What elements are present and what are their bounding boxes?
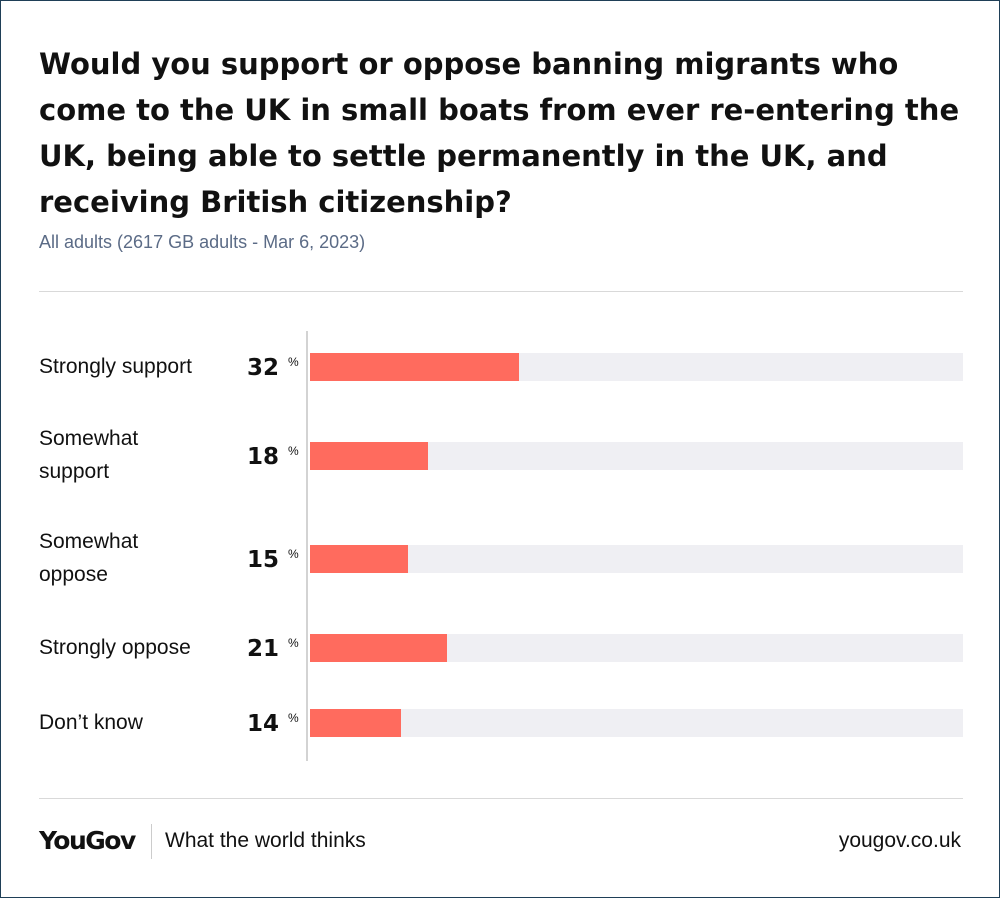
category-label-don-t-know: Don’t know (39, 711, 143, 734)
bar-somewhat-oppose (310, 545, 408, 573)
category-label-strongly-oppose: Strongly oppose (39, 636, 191, 659)
axis-line (306, 331, 308, 761)
bar-track (310, 545, 963, 573)
bottom-divider (39, 798, 963, 799)
brand-divider (151, 824, 152, 859)
bar-strongly-oppose (310, 634, 447, 662)
percent-sign: % (288, 636, 299, 650)
category-label-strongly-support: Strongly support (39, 355, 192, 378)
bar-track (310, 634, 963, 662)
category-label-somewhat-support: Somewhat support (39, 427, 139, 483)
tagline: What the world thinks (165, 829, 366, 852)
bar-track (310, 442, 963, 470)
percent-sign: % (288, 444, 299, 458)
bar-track (310, 709, 963, 737)
bar-somewhat-support (310, 442, 428, 470)
percent-sign: % (288, 547, 299, 561)
top-divider (39, 291, 963, 292)
value-label-somewhat-support: 18 (246, 444, 279, 470)
chart-subtitle: All adults (2617 GB adults - Mar 6, 2023… (39, 232, 366, 252)
value-label-strongly-support: 32 (246, 355, 279, 381)
site-url: yougov.co.uk (838, 829, 961, 852)
percent-sign: % (288, 355, 299, 369)
bar-track (310, 353, 963, 381)
yougov-logo: YouGov (39, 826, 136, 855)
value-label-somewhat-oppose: 15 (246, 547, 279, 573)
bar-don-t-know (310, 709, 401, 737)
bar-strongly-support (310, 353, 519, 381)
chart-title: Would you support or oppose banning migr… (39, 47, 960, 219)
percent-sign: % (288, 711, 299, 725)
value-label-don-t-know: 14 (246, 711, 279, 737)
value-label-strongly-oppose: 21 (246, 636, 279, 662)
category-label-somewhat-oppose: Somewhat oppose (39, 530, 139, 586)
